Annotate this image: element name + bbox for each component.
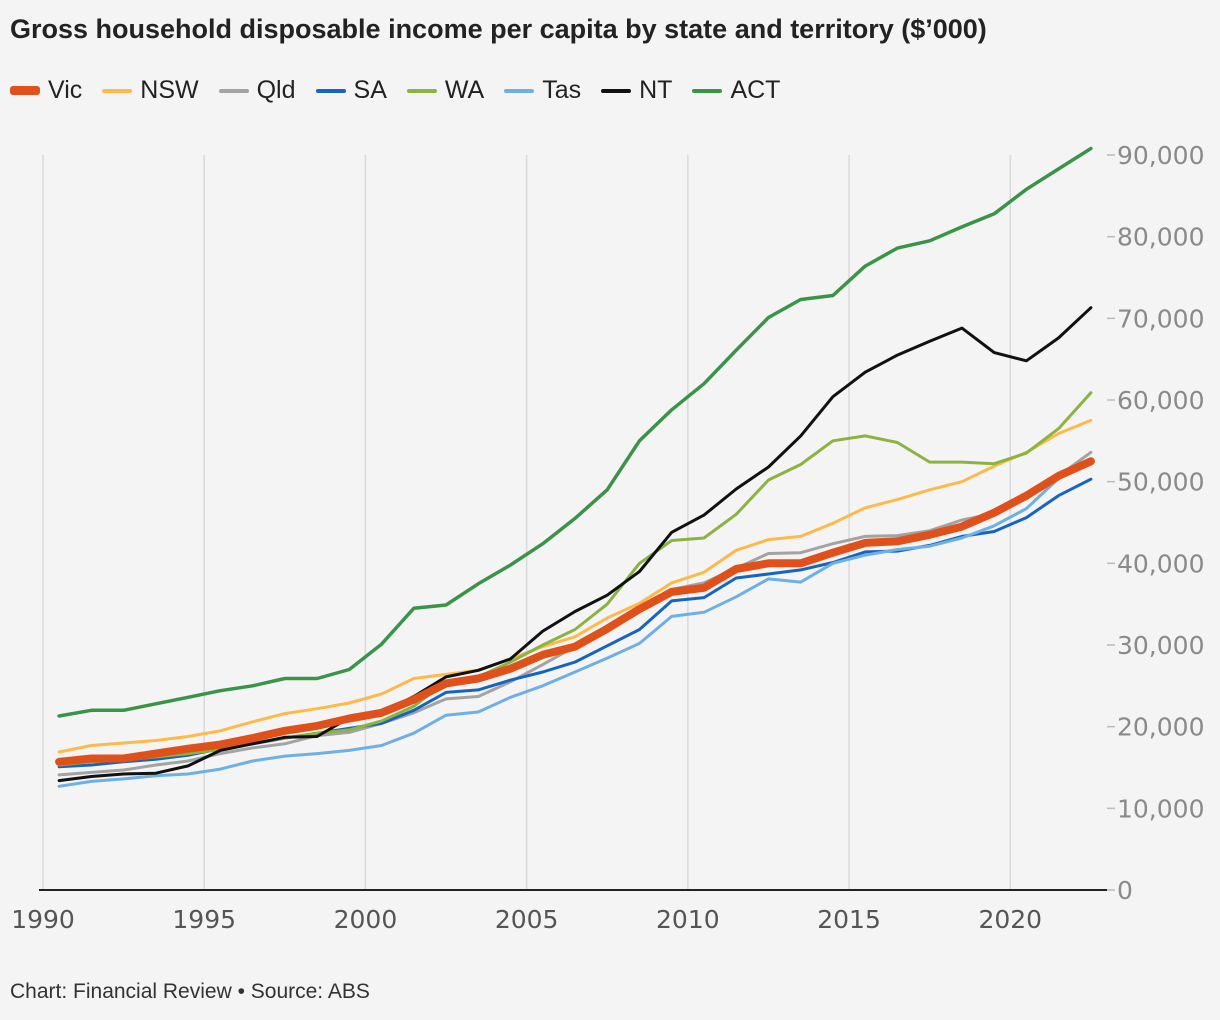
legend-item-qld: Qld <box>218 76 296 105</box>
legend-swatch <box>692 88 723 93</box>
x-tick-label: 2015 <box>817 905 881 934</box>
legend-label: Vic <box>48 76 83 104</box>
legend-swatch <box>504 88 535 93</box>
x-tick-label: 1990 <box>11 905 75 934</box>
y-tick-label: 80,000 <box>1117 223 1204 252</box>
legend-swatch <box>218 88 249 93</box>
legend-label: WA <box>444 76 485 104</box>
legend-swatch <box>601 88 632 93</box>
chart-source: Chart: Financial Review • Source: ABS <box>10 980 370 1003</box>
y-tick-label: 50,000 <box>1117 468 1204 497</box>
legend-item-wa: WA <box>406 76 485 105</box>
legend-label: Tas <box>542 76 582 104</box>
x-tick-label: 2005 <box>495 905 559 934</box>
legend-swatch <box>315 88 346 93</box>
series-line-nt <box>57 306 1093 783</box>
legend-label: NT <box>639 76 673 104</box>
legend-item-act: ACT <box>692 76 780 105</box>
y-tick-label: 60,000 <box>1117 386 1204 415</box>
y-tick-label: 90,000 <box>1117 141 1204 170</box>
legend-swatch <box>406 88 437 93</box>
x-tick-label: 2000 <box>334 905 398 934</box>
x-tick-label: 1995 <box>172 905 236 934</box>
legend-item-nsw: NSW <box>102 76 199 105</box>
y-tick-label: 40,000 <box>1117 549 1204 578</box>
series-line-nsw <box>57 418 1093 754</box>
legend-label: SA <box>353 76 387 104</box>
y-tick-label: 70,000 <box>1117 304 1204 333</box>
legend-label: ACT <box>730 76 781 104</box>
chart-legend: Vic NSW Qld SA WA Tas NT ACT <box>10 76 800 105</box>
legend-item-nt: NT <box>601 76 672 105</box>
series-line-wa <box>57 391 1093 767</box>
y-tick-label: 10,000 <box>1117 794 1204 823</box>
series-line-sa <box>57 477 1093 769</box>
y-tick-label: 20,000 <box>1117 713 1204 742</box>
legend-label: NSW <box>140 76 199 104</box>
y-tick-label: 30,000 <box>1117 631 1204 660</box>
legend-item-vic: Vic <box>10 76 82 105</box>
legend-label: Qld <box>256 76 296 104</box>
y-tick-label: 0 <box>1117 876 1133 905</box>
legend-item-tas: Tas <box>504 76 581 105</box>
series-line-qld <box>57 450 1093 777</box>
legend-swatch <box>102 88 133 93</box>
series-line-tas <box>57 460 1093 788</box>
chart-title: Gross household disposable income per ca… <box>10 14 987 44</box>
series-line-act <box>57 146 1093 718</box>
x-tick-label: 2010 <box>656 905 720 934</box>
series-line-vic <box>55 457 1095 766</box>
legend-item-sa: SA <box>315 76 387 105</box>
legend-swatch <box>10 86 40 95</box>
x-tick-label: 2020 <box>978 905 1042 934</box>
